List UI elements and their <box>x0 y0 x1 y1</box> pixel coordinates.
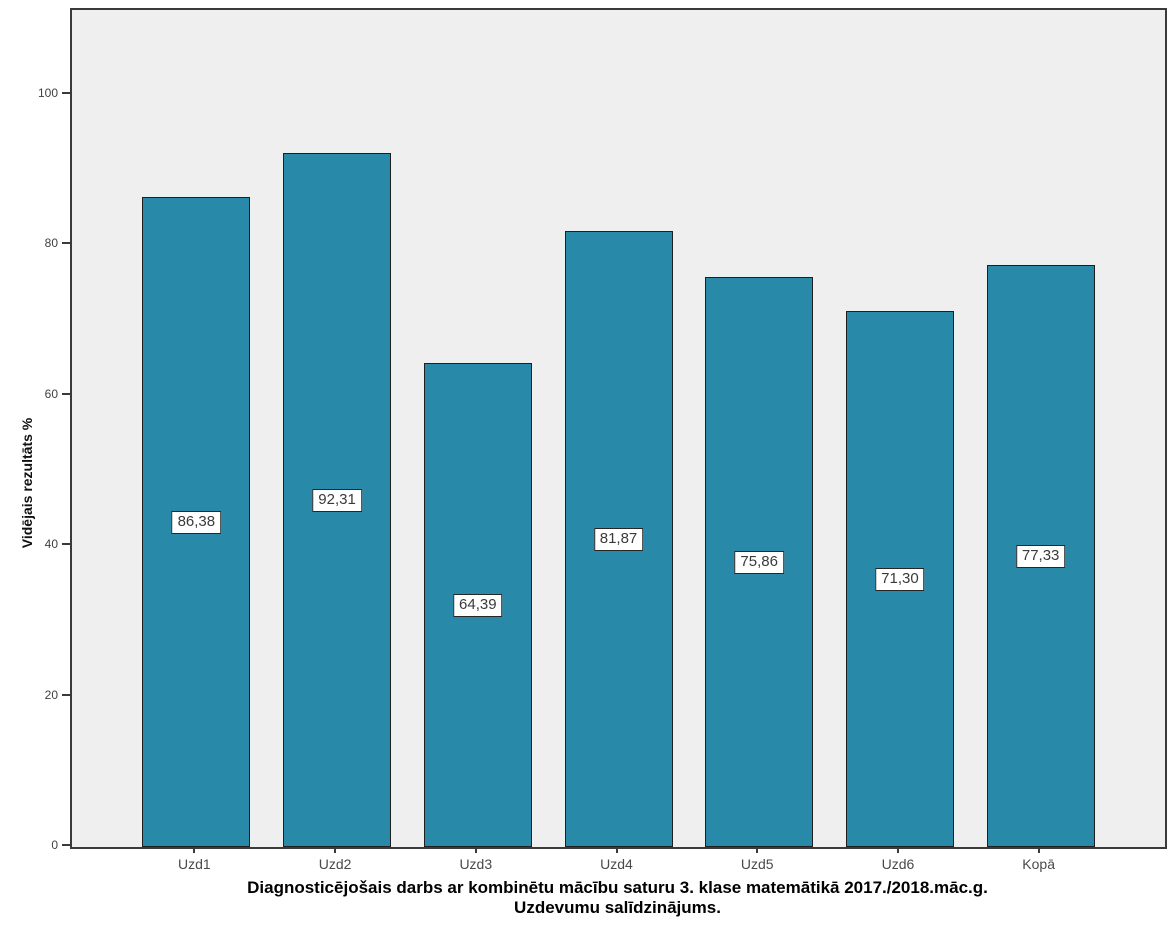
y-tick-mark <box>62 693 70 696</box>
y-tick-label-60: 60 <box>44 386 58 401</box>
bar-value-label-anchor: 64,39 <box>453 593 503 617</box>
bar-value-label: 81,87 <box>593 528 644 552</box>
x-tick-mark <box>615 847 618 853</box>
y-tick-label-40: 40 <box>44 537 58 552</box>
y-tick-label-0: 0 <box>51 838 58 852</box>
bar-value-label: 64,39 <box>453 593 503 617</box>
bar-value-label-anchor: 77,33 <box>1015 545 1066 569</box>
x-tick-label-uzd4: Uzd4 <box>600 856 633 872</box>
y-tick-mark <box>62 543 70 546</box>
x-tick-mark <box>1037 847 1040 853</box>
y-tick-label-100: 100 <box>37 86 58 100</box>
y-axis-title: Vidējais rezultāts % <box>19 417 35 549</box>
x-tick-mark <box>334 847 337 853</box>
y-tick-label-20: 20 <box>44 687 58 702</box>
bar-value-label: 77,33 <box>1015 545 1066 569</box>
chart-title: Diagnosticējošais darbs ar kombinētu māc… <box>70 878 1165 918</box>
chart-title-line1: Diagnosticējošais darbs ar kombinētu māc… <box>247 878 988 897</box>
plot-area: 86,38 92,31 64,39 81,87 75,86 71,30 77,33 <box>70 8 1167 849</box>
bar-value-label-anchor: 86,38 <box>171 511 222 535</box>
x-tick-mark <box>756 847 759 853</box>
bar-value-label: 86,38 <box>171 511 222 535</box>
x-tick-mark <box>896 847 899 853</box>
x-tick-label-uzd3: Uzd3 <box>459 856 493 872</box>
bar-value-label: 92,31 <box>312 488 362 512</box>
bar-value-label-anchor: 71,30 <box>875 567 925 591</box>
bar-value-label-anchor: 75,86 <box>734 550 784 574</box>
bar-value-label-anchor: 81,87 <box>593 528 644 552</box>
y-tick-label-80: 80 <box>44 236 58 251</box>
y-tick-mark <box>62 242 70 245</box>
x-tick-mark <box>474 847 477 853</box>
bar-value-label: 71,30 <box>875 567 925 591</box>
bar-value-label: 75,86 <box>734 550 784 574</box>
x-tick-label-uzd2: Uzd2 <box>318 856 352 872</box>
y-tick-mark <box>62 92 70 94</box>
y-tick-mark <box>62 392 70 395</box>
x-tick-label-uzd6: Uzd6 <box>881 856 915 872</box>
y-tick-mark <box>62 844 70 846</box>
chart-title-line2: Uzdevumu salīdzinājums. <box>514 898 721 917</box>
bar-value-label-anchor: 92,31 <box>312 488 362 512</box>
x-tick-label-kopā: Kopā <box>1022 856 1055 872</box>
x-tick-label-uzd1: Uzd1 <box>178 856 211 872</box>
x-tick-label-uzd5: Uzd5 <box>740 856 774 872</box>
x-tick-mark <box>193 847 196 853</box>
